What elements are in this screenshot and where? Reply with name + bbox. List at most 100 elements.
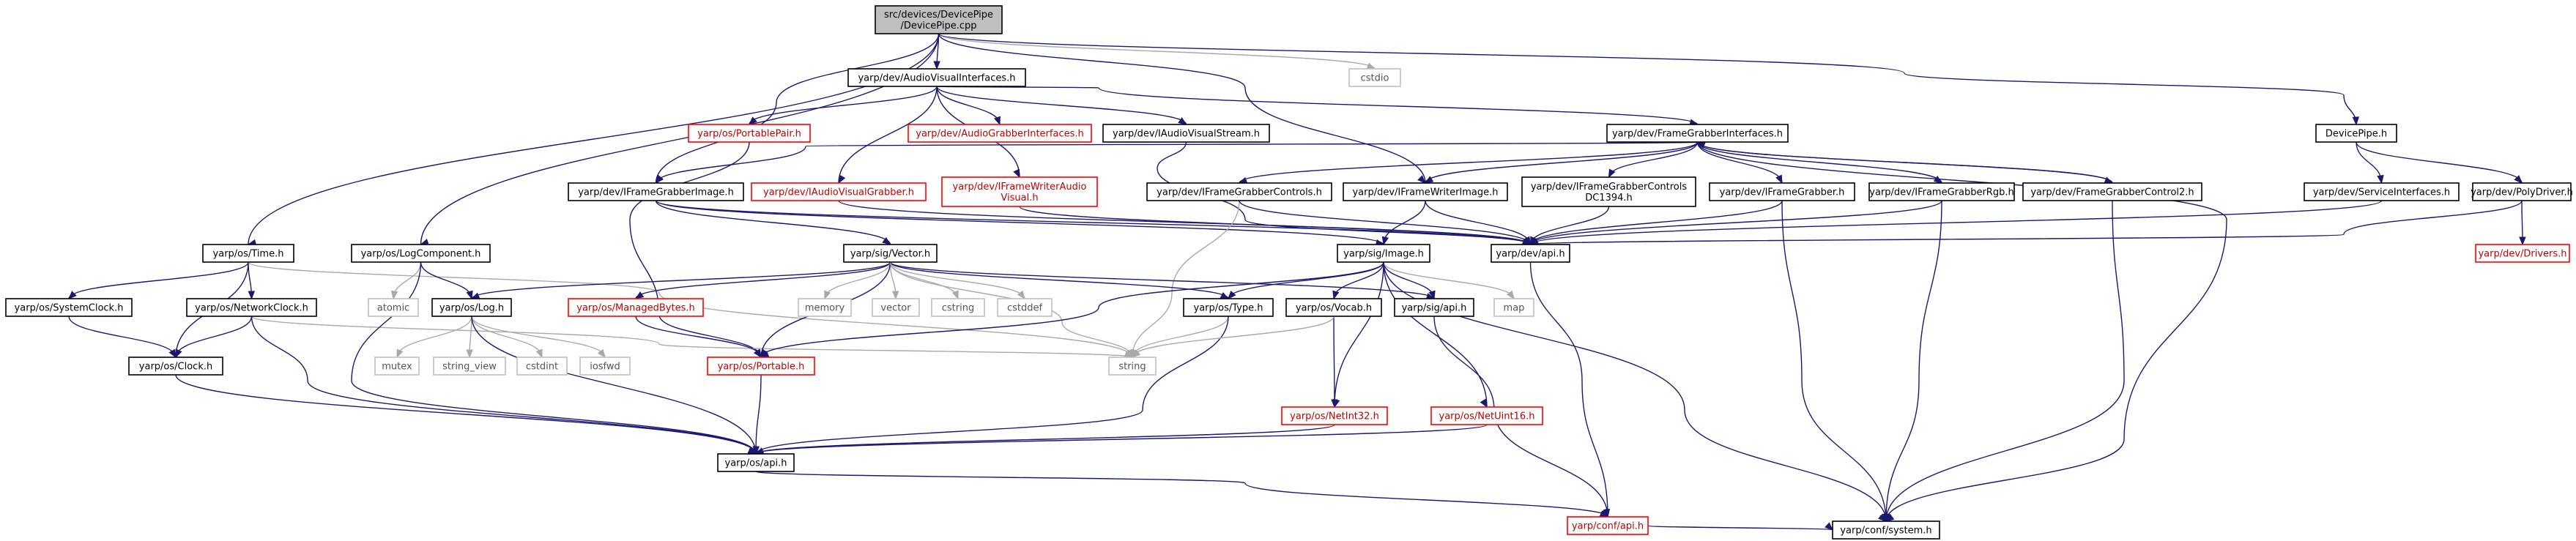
node-os-time[interactable]: yarp/os/Time.h — [202, 244, 294, 263]
node-label: yarp/os/ManagedBytes.h — [576, 303, 694, 314]
node-netint32[interactable]: yarp/os/NetInt32.h — [1281, 406, 1388, 425]
node-conf-api[interactable]: yarp/conf/api.h — [1567, 516, 1649, 535]
node-label: yarp/dev/IFrameGrabber.h — [1720, 187, 1845, 198]
node-netuint16[interactable]: yarp/os/NetUint16.h — [1430, 406, 1543, 425]
node-network-clock[interactable]: yarp/os/NetworkClock.h — [186, 298, 317, 317]
node-audiograbber-interfaces[interactable]: yarp/dev/AudioGrabberInterfaces.h — [907, 124, 1092, 143]
edge-arrowhead — [1608, 168, 1616, 179]
node-iosfwd[interactable]: iosfwd — [579, 357, 631, 376]
node-box — [1430, 406, 1543, 425]
node-box — [2022, 182, 2202, 201]
edge-device_pipe-to-poly_driver — [2356, 141, 2523, 184]
node-drivers[interactable]: yarp/dev/Drivers.h — [2475, 244, 2570, 263]
node-sig-image[interactable]: yarp/sig/Image.h — [1337, 244, 1430, 263]
node-box — [707, 357, 815, 376]
node-portable-pair[interactable]: yarp/os/PortablePair.h — [688, 124, 811, 143]
edge-sig_vector-to-memory — [824, 261, 891, 300]
node-dev-api[interactable]: yarp/dev/api.h — [1491, 244, 1570, 263]
edge-network_clock-to-os_api — [250, 316, 757, 455]
edge-line — [889, 261, 1229, 299]
node-cstddef[interactable]: cstddef — [997, 298, 1053, 317]
edge-sig_image-to-map — [1383, 261, 1515, 300]
node-cstdio[interactable]: cstdio — [1348, 68, 1401, 87]
node-box — [1183, 298, 1274, 317]
node-framewriter-image[interactable]: yarp/dev/IFrameWriterImage.h — [1343, 182, 1508, 201]
node-cstdint[interactable]: cstdint — [516, 357, 568, 376]
node-os-portable[interactable]: yarp/os/Portable.h — [707, 357, 815, 376]
edge-dev_api-to-conf_api — [1529, 261, 1611, 518]
edge-arrowhead — [891, 291, 899, 300]
node-iframegrabber[interactable]: yarp/dev/IFrameGrabber.h — [1709, 182, 1855, 201]
edge-root-to-device_pipe — [938, 33, 2359, 126]
node-mutex[interactable]: mutex — [374, 357, 420, 376]
node-os-vocab[interactable]: yarp/os/Vocab.h — [1285, 298, 1382, 317]
node-sig-api[interactable]: yarp/sig/api.h — [1394, 298, 1474, 317]
node-iaudiovisual-grabber[interactable]: yarp/dev/IAudioVisualGrabber.h — [751, 182, 927, 201]
edge-line — [938, 33, 1376, 70]
node-label: string_view — [442, 362, 497, 373]
node-device-pipe[interactable]: DevicePipe.h — [2315, 124, 2397, 143]
node-framegrabber-controls[interactable]: yarp/dev/IFrameGrabberControls.h — [1146, 182, 1332, 201]
node-framegrabber-interfaces[interactable]: yarp/dev/FrameGrabberInterfaces.h — [1606, 124, 1789, 143]
edge-arrowhead — [933, 61, 940, 70]
node-os-clock[interactable]: yarp/os/Clock.h — [128, 357, 223, 376]
edge-arrowhead — [470, 292, 480, 299]
edge-arrowhead — [824, 290, 831, 300]
edge-line — [1885, 200, 1942, 522]
node-label: yarp/sig/Image.h — [1343, 249, 1424, 260]
node-label: yarp/os/Log.h — [439, 303, 504, 314]
edge-audiovisual_interfaces-to-framegrabber_interfaces — [936, 86, 1699, 126]
node-box — [1108, 357, 1157, 376]
edge-line — [250, 316, 757, 455]
node-conf-system[interactable]: yarp/conf/system.h — [1832, 521, 1940, 540]
node-poly-driver[interactable]: yarp/dev/PolyDriver.h — [2471, 182, 2573, 201]
node-os-log[interactable]: yarp/os/Log.h — [431, 298, 512, 317]
node-audiovisual-interfaces[interactable]: yarp/dev/AudioVisualInterfaces.h — [847, 68, 1026, 87]
node-iframegrabber-rgb[interactable]: yarp/dev/IFrameGrabberRgb.h — [1868, 182, 2015, 201]
node-label: /DevicePipe.cpp — [900, 20, 976, 31]
edge-line — [250, 316, 1133, 358]
node-label: yarp/os/LogComponent.h — [361, 249, 481, 260]
node-sig-vector[interactable]: yarp/sig/Vector.h — [843, 244, 938, 263]
node-root[interactable]: src/devices/DevicePipe/DevicePipe.cpp — [875, 5, 1003, 34]
edge-line — [635, 261, 891, 299]
edge-sig_image-to-os_type — [1228, 261, 1384, 300]
node-box — [2475, 244, 2570, 263]
node-vector[interactable]: vector — [872, 298, 920, 317]
node-cstring[interactable]: cstring — [931, 298, 985, 317]
node-service-interfaces[interactable]: yarp/dev/ServiceInterfaces.h — [2304, 182, 2460, 201]
edge-arrowhead — [168, 348, 177, 359]
node-managed-bytes[interactable]: yarp/os/ManagedBytes.h — [568, 298, 704, 317]
edge-poly_driver-to-dev_api — [1529, 200, 2523, 247]
edge-arrowhead — [2519, 236, 2526, 246]
node-memory[interactable]: memory — [798, 298, 852, 317]
edge-os_type-to-os_api — [754, 316, 1229, 455]
edge-line — [248, 33, 940, 245]
edge-os_log-to-mutex — [396, 316, 472, 359]
edge-line — [1019, 206, 1532, 245]
node-framegrabber-image[interactable]: yarp/dev/IFrameGrabberImage.h — [568, 182, 744, 201]
edge-os_type-to-string — [1132, 316, 1229, 359]
node-string[interactable]: string — [1108, 357, 1157, 376]
node-string-view[interactable]: string_view — [433, 357, 506, 376]
node-os-api[interactable]: yarp/os/api.h — [717, 453, 795, 472]
node-framegrabber-control2[interactable]: yarp/dev/FrameGrabberControl2.h — [2022, 182, 2202, 201]
node-box — [997, 298, 1053, 317]
node-log-component[interactable]: yarp/os/LogComponent.h — [351, 244, 491, 263]
node-map[interactable]: map — [1493, 298, 1534, 317]
edge-line — [1696, 141, 2227, 522]
node-atomic[interactable]: atomic — [368, 298, 419, 317]
node-label: yarp/dev/IAudioVisualGrabber.h — [763, 187, 914, 198]
node-iaudiovisual-stream[interactable]: yarp/dev/IAudioVisualStream.h — [1102, 124, 1270, 143]
node-box — [843, 244, 938, 263]
edge-audiovisual_interfaces-to-iaudiovisual_stream — [936, 86, 1187, 125]
node-label: yarp/dev/IFrameWriterAudio — [953, 182, 1087, 193]
edge-os_log-to-os_api — [471, 316, 757, 455]
node-os-type[interactable]: yarp/os/Type.h — [1183, 298, 1274, 317]
edge-line — [471, 316, 757, 455]
edge-line — [1696, 141, 2113, 184]
edge-line — [1333, 316, 1335, 408]
node-system-clock[interactable]: yarp/os/SystemClock.h — [5, 298, 133, 317]
